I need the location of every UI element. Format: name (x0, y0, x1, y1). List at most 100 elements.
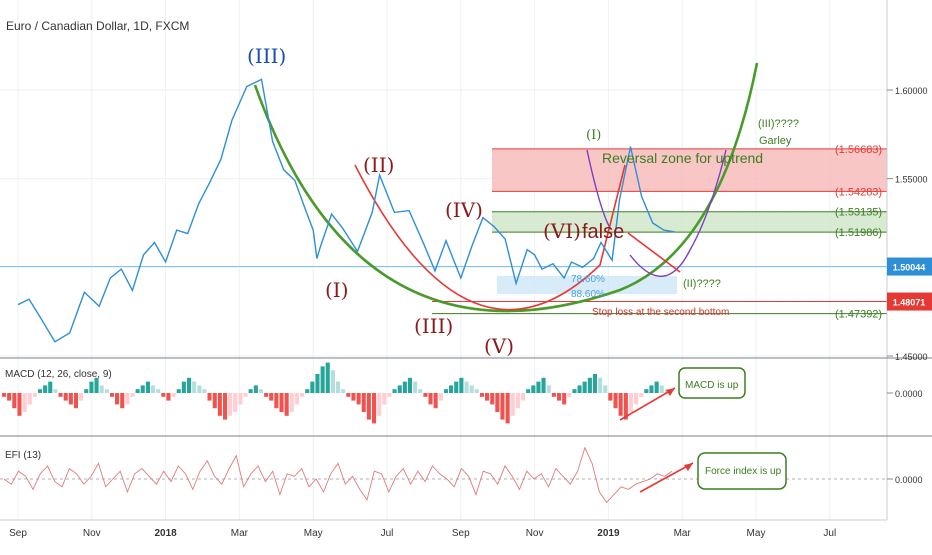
macd-bar (202, 389, 207, 393)
macd-bar (479, 393, 484, 397)
macd-bar (320, 366, 325, 393)
macd-bar (48, 381, 53, 393)
macd-bar (7, 393, 12, 401)
efi-arrowhead (684, 463, 693, 471)
efi-line (3, 446, 673, 504)
red-arc (354, 164, 626, 311)
macd-bar (515, 393, 520, 409)
macd-bar (639, 393, 644, 397)
x-tick-label: May (304, 528, 323, 539)
macd-bar (258, 389, 263, 393)
macd-bar (356, 393, 361, 405)
macd-bar (279, 393, 284, 412)
macd-bar (377, 393, 382, 416)
macd-bar (73, 393, 78, 409)
macd-bar (32, 393, 37, 397)
macd-bar (207, 393, 212, 401)
macd-bar (392, 389, 397, 393)
y-tick-label: 1.45000 (895, 352, 928, 362)
macd-y-tick: 0.0000 (895, 389, 923, 399)
x-tick-label: Sep (9, 528, 27, 539)
macd-bar (248, 389, 253, 393)
macd-bar (567, 393, 572, 397)
macd-bar (300, 393, 305, 397)
wave-label-green-ii: (II)???? (683, 278, 721, 290)
macd-bar (289, 393, 294, 412)
macd-bar (192, 381, 197, 393)
macd-bar (310, 381, 315, 393)
macd-bar (402, 381, 407, 393)
macd-bar (17, 393, 22, 416)
efi-y-tick: 0.0000 (895, 475, 923, 485)
macd-bar (634, 393, 639, 405)
macd-bar (79, 393, 84, 401)
macd-bar (557, 393, 562, 401)
macd-callout-box (678, 367, 746, 399)
macd-bar (63, 393, 68, 401)
macd-bar (341, 389, 346, 393)
macd-bar (413, 381, 418, 393)
macd-bar (577, 385, 582, 393)
macd-bar (140, 385, 145, 393)
level-label: (1.54283) (835, 186, 882, 198)
macd-bar (120, 393, 125, 409)
x-tick-label: Jul (381, 528, 394, 539)
macd-bar (181, 381, 186, 393)
macd-bar (361, 393, 366, 412)
macd-bar (171, 393, 176, 397)
macd-bar (531, 385, 536, 393)
macd-bar (428, 393, 433, 405)
macd-bar (330, 370, 335, 393)
macd-bar (53, 389, 58, 393)
macd-bar (274, 393, 279, 409)
wave-label-green-iii: (III)???? (758, 118, 799, 130)
macd-bar (474, 389, 479, 393)
macd-bar (613, 393, 618, 409)
purple-curve-left (586, 149, 611, 229)
level-label: (1.51986) (835, 227, 882, 239)
level-label: (1.56683) (835, 144, 882, 156)
macd-bar (94, 377, 99, 393)
macd-bar (459, 377, 464, 393)
zone-green-band (492, 211, 887, 233)
macd-bar (438, 393, 443, 401)
x-tick-label: Jul (823, 528, 836, 539)
macd-bar (500, 393, 505, 420)
level-label: (1.53135) (835, 207, 882, 219)
macd-bar (125, 393, 130, 405)
chart-title: Euro / Canadian Dollar, 1D, FXCM (6, 19, 189, 33)
macd-bar (623, 393, 628, 420)
macd-bar (397, 385, 402, 393)
macd-bar (387, 393, 392, 397)
macd-bar (454, 381, 459, 393)
wave-label-i: (I) (325, 278, 349, 302)
wave-label-iv: (IV) (445, 198, 483, 222)
x-tick-label: Sep (452, 528, 470, 539)
fib-886-label: 88.60% (571, 289, 605, 300)
macd-bar (628, 393, 633, 412)
fib-zone (497, 276, 677, 294)
macd-bar (217, 393, 222, 416)
macd-bar (166, 393, 171, 401)
price-level-lines: (1.56683) (1.54283) (1.53135) (1.51986) (1.4… (0, 144, 887, 321)
y-tick-label: 1.55000 (895, 175, 928, 185)
macd-bar (536, 381, 541, 393)
macd-bar (84, 389, 89, 393)
stop-loss-label: Stop loss at the second bottom (592, 307, 729, 318)
macd-bar (284, 393, 289, 416)
x-tick-label: Nov (526, 528, 544, 539)
macd-bar (89, 381, 94, 393)
x-tick-label: 2019 (597, 528, 620, 539)
macd-bar (197, 385, 202, 393)
macd-histogram (2, 362, 669, 424)
wave-label-iii-top: (III) (247, 44, 286, 68)
macd-bar (43, 385, 48, 393)
macd-bar (151, 385, 156, 393)
macd-bar (135, 389, 140, 393)
wave-label-vi: (VI) (543, 219, 581, 243)
efi-label: EFI (13) (5, 450, 41, 461)
macd-bar (12, 393, 17, 409)
x-tick-label: May (747, 528, 766, 539)
macd-bar (572, 389, 577, 393)
macd-bar (58, 393, 63, 397)
